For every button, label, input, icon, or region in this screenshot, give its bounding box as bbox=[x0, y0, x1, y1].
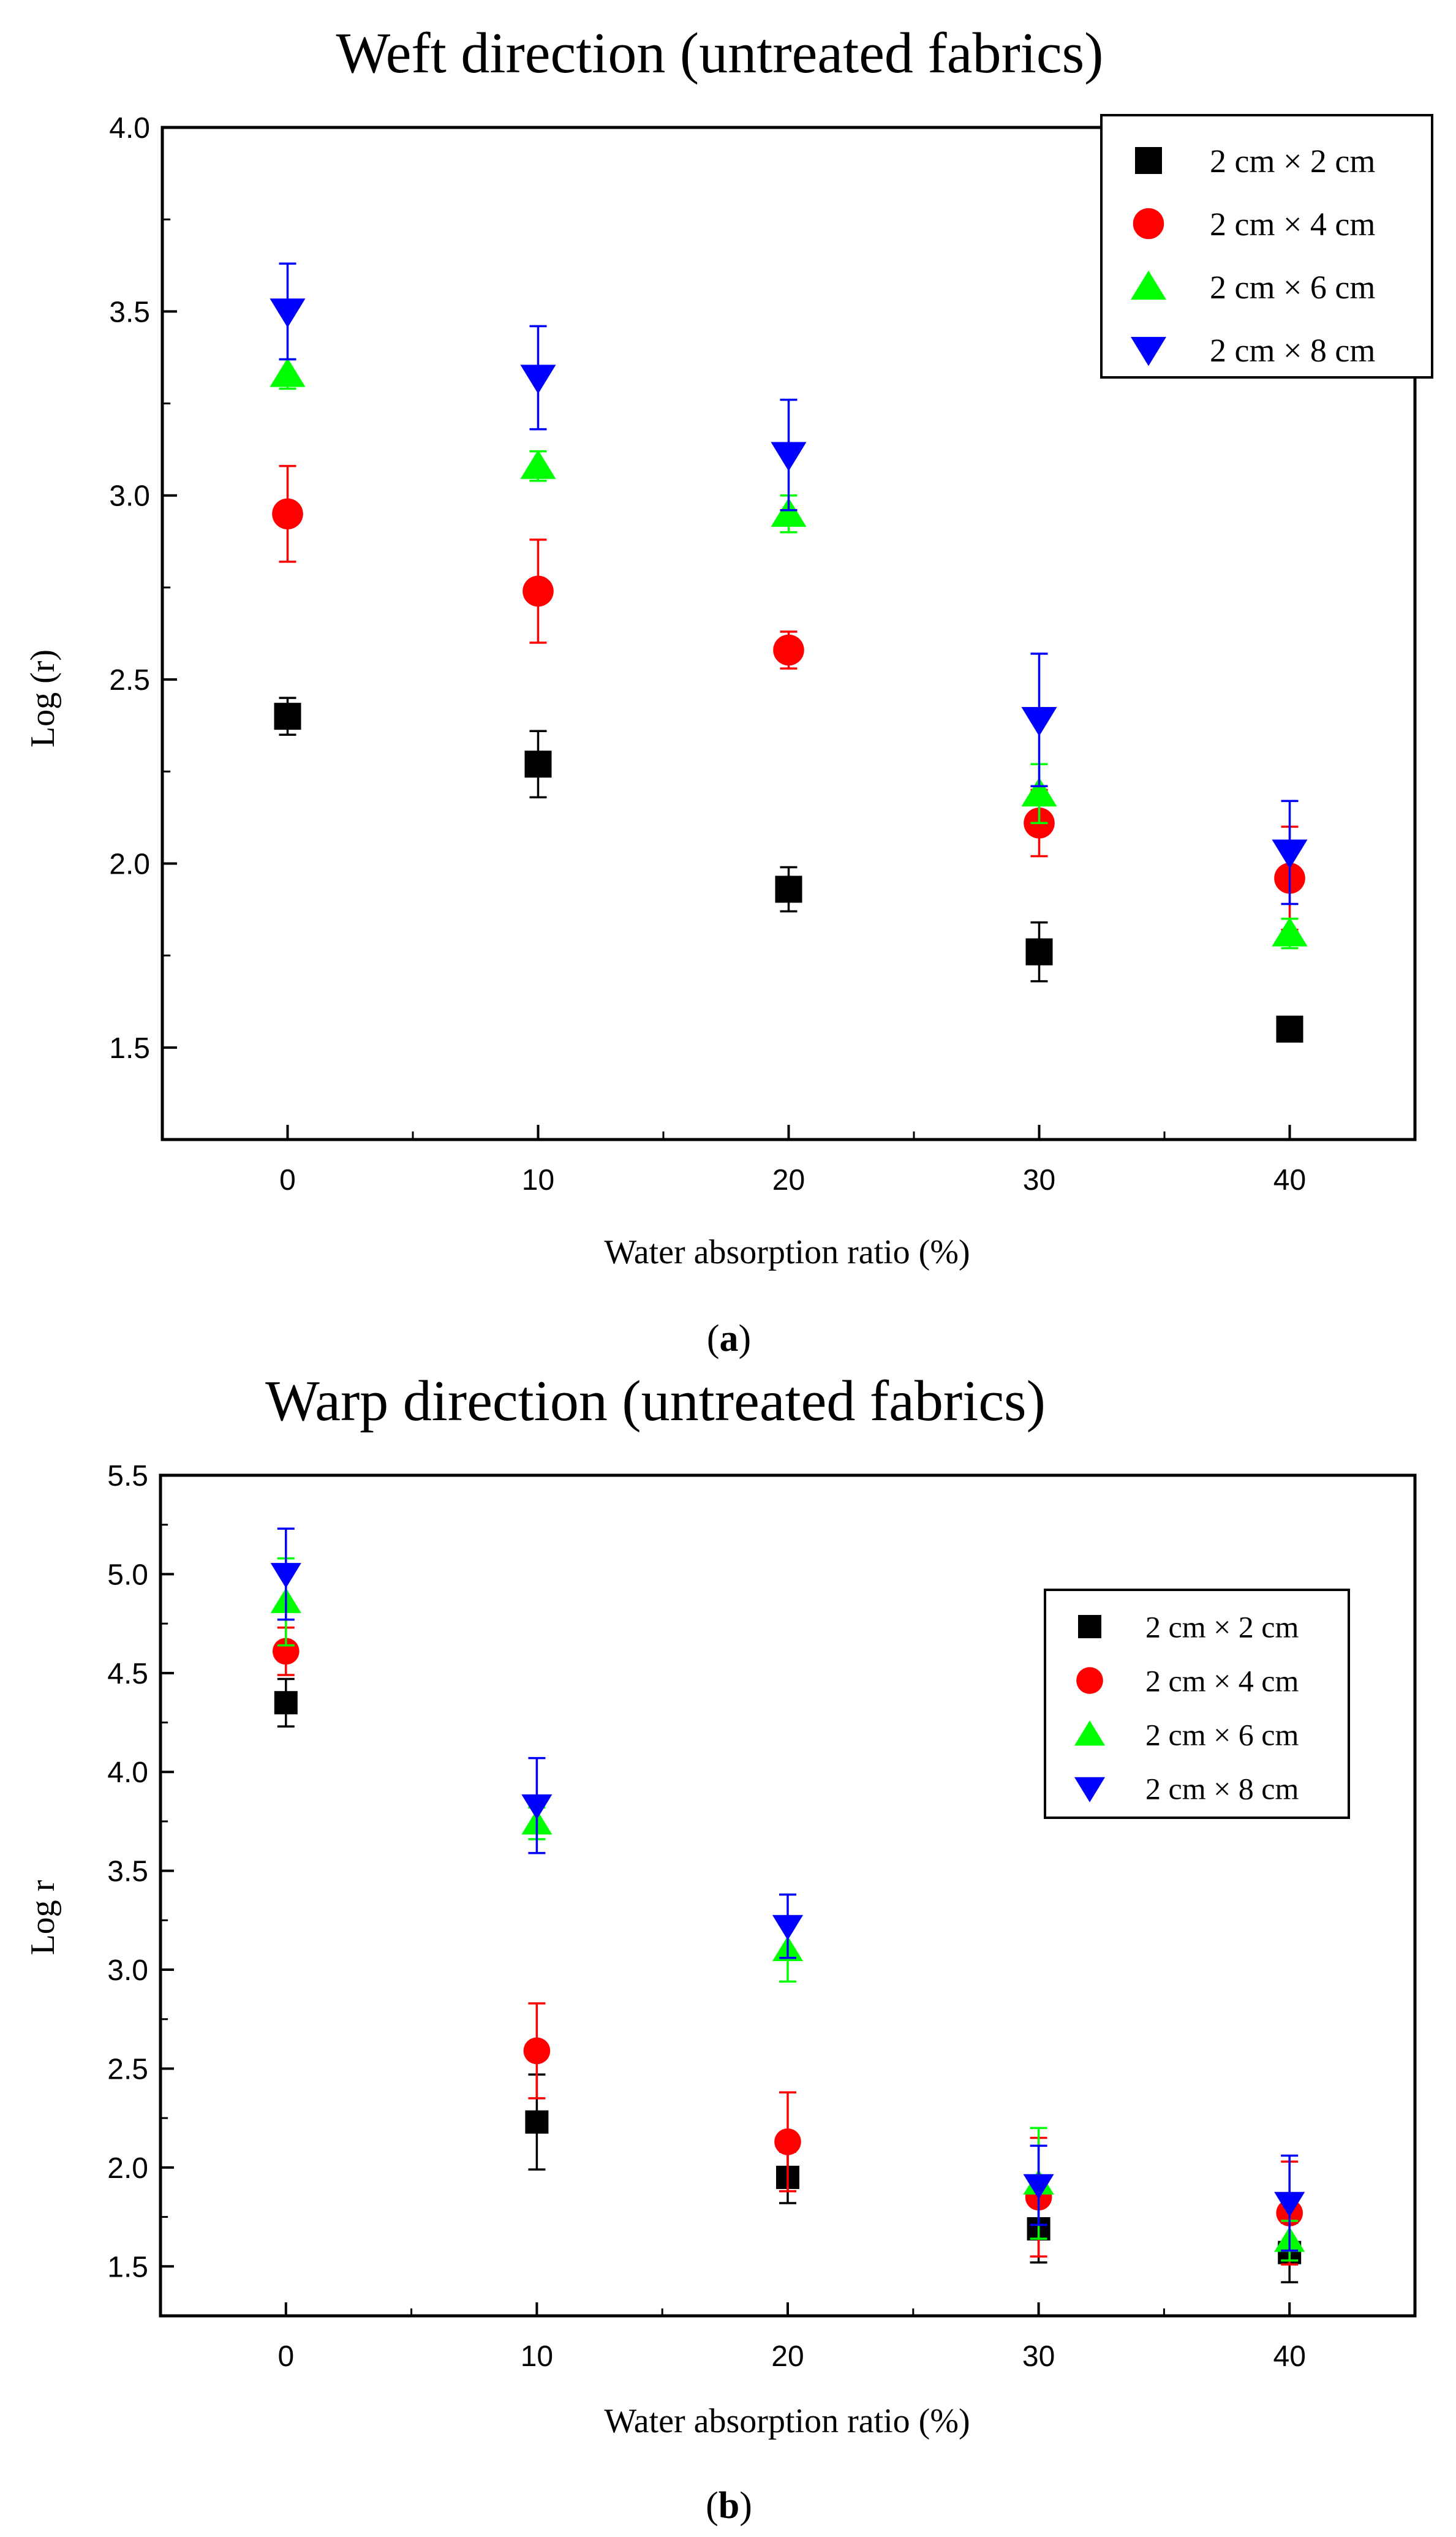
y-tick-label: 4.5 bbox=[107, 1658, 148, 1690]
y-tick-label: 1.5 bbox=[107, 2251, 148, 2283]
data-point bbox=[1023, 2174, 1054, 2199]
data-point bbox=[771, 497, 807, 527]
x-tick-label: 10 bbox=[522, 1164, 554, 1197]
data-point bbox=[1272, 839, 1308, 869]
data-point bbox=[1276, 1015, 1303, 1043]
x-tick-label: 30 bbox=[1022, 2340, 1055, 2373]
data-point bbox=[1021, 707, 1057, 736]
series-3 bbox=[270, 358, 1308, 950]
legend-label: 2 cm × 8 cm bbox=[1145, 1772, 1299, 1806]
y-tick-label: 3.5 bbox=[107, 1856, 148, 1888]
y-tick-label: 2.5 bbox=[107, 2053, 148, 2085]
legend-marker bbox=[1076, 1667, 1103, 1694]
legend-label: 2 cm × 4 cm bbox=[1210, 206, 1375, 243]
y-tick-label: 2.0 bbox=[107, 2152, 148, 2185]
chart-title: Weft direction (untreated fabrics) bbox=[336, 21, 1104, 85]
data-point bbox=[1021, 777, 1057, 807]
data-point bbox=[274, 703, 301, 730]
y-axis-label: Log (r) bbox=[24, 649, 62, 747]
data-series bbox=[270, 262, 1308, 1043]
x-tick-label: 40 bbox=[1273, 1164, 1306, 1197]
caption-close-paren: ) bbox=[739, 1318, 752, 1359]
data-point bbox=[270, 358, 306, 387]
legend-marker bbox=[1130, 336, 1167, 366]
chart-title: Warp direction (untreated fabrics) bbox=[265, 1369, 1046, 1433]
caption-open-paren: ( bbox=[706, 2485, 719, 2527]
legend-label: 2 cm × 8 cm bbox=[1210, 332, 1375, 369]
x-axis: 0 10 20 30 40 bbox=[277, 2302, 1306, 2373]
caption-open-paren: ( bbox=[707, 1318, 720, 1359]
caption-letter: a bbox=[720, 1318, 739, 1359]
chart-panel-a: Weft direction (untreated fabrics) 1.5 2.… bbox=[24, 21, 1433, 1359]
x-tick-label: 20 bbox=[771, 2340, 804, 2373]
x-axis-label: Water absorption ratio (%) bbox=[604, 1233, 970, 1271]
y-axis-label: Log r bbox=[24, 1880, 62, 1955]
data-point bbox=[522, 575, 554, 607]
x-tick-label: 20 bbox=[772, 1164, 805, 1197]
series-4 bbox=[270, 262, 1308, 906]
y-tick-label: 3.0 bbox=[107, 1954, 148, 1987]
data-point bbox=[525, 2110, 549, 2134]
legend-marker bbox=[1074, 1720, 1106, 1746]
x-tick-label: 0 bbox=[277, 2340, 294, 2373]
y-tick-label: 2.5 bbox=[109, 664, 150, 697]
legend: 2 cm × 2 cm 2 cm × 4 cm 2 cm × 6 cm 2 cm × … bbox=[1100, 114, 1433, 379]
legend-label: 2 cm × 2 cm bbox=[1210, 143, 1375, 180]
data-series bbox=[270, 1527, 1305, 2283]
data-point bbox=[524, 751, 552, 778]
legend-label: 2 cm × 6 cm bbox=[1210, 269, 1375, 306]
legend-marker bbox=[1074, 1777, 1106, 1802]
data-point bbox=[771, 442, 807, 472]
data-point bbox=[774, 2128, 801, 2155]
y-tick-label: 5.5 bbox=[107, 1460, 148, 1492]
x-tick-label: 30 bbox=[1023, 1164, 1055, 1197]
x-tick-label: 40 bbox=[1273, 2340, 1306, 2373]
panel-caption: (b) bbox=[706, 2485, 752, 2527]
series-1 bbox=[274, 697, 1303, 1043]
y-tick-label: 1.5 bbox=[109, 1032, 150, 1065]
y-tick-label: 2.0 bbox=[109, 848, 150, 880]
y-axis: 1.5 2.0 2.5 3.0 3.5 4.0 bbox=[109, 112, 177, 1065]
data-point bbox=[1274, 2191, 1305, 2217]
caption-close-paren: ) bbox=[739, 2485, 752, 2527]
data-point bbox=[523, 2037, 551, 2065]
data-point bbox=[274, 1691, 298, 1715]
data-point bbox=[520, 365, 556, 394]
chart-panel-b: Warp direction (untreated fabrics) 1.5 2.… bbox=[24, 1369, 1417, 2527]
legend: 2 cm × 2 cm 2 cm × 4 cm 2 cm × 6 cm 2 cm × … bbox=[1044, 1589, 1350, 1819]
x-axis-label: Water absorption ratio (%) bbox=[604, 2402, 970, 2440]
y-tick-label: 3.5 bbox=[109, 296, 150, 328]
data-point bbox=[775, 875, 802, 903]
caption-letter: b bbox=[719, 2485, 739, 2527]
x-axis: 0 10 20 30 40 bbox=[279, 1125, 1306, 1197]
series-4 bbox=[270, 1527, 1305, 2252]
y-tick-label: 5.0 bbox=[107, 1559, 148, 1591]
legend-marker bbox=[1130, 270, 1167, 300]
data-point bbox=[773, 634, 804, 666]
legend-marker bbox=[1135, 147, 1162, 174]
y-axis: 1.5 2.0 2.5 3.0 3.5 4.0 4.5 5.0 5.5 bbox=[107, 1460, 174, 2283]
x-tick-label: 10 bbox=[521, 2340, 553, 2373]
data-point bbox=[1272, 917, 1308, 947]
x-tick-label: 0 bbox=[279, 1164, 296, 1197]
data-point bbox=[270, 298, 306, 328]
panel-caption: (a) bbox=[707, 1318, 751, 1359]
data-point bbox=[520, 450, 556, 479]
data-point bbox=[270, 1563, 301, 1589]
y-tick-label: 4.0 bbox=[109, 112, 150, 145]
legend-label: 2 cm × 6 cm bbox=[1145, 1718, 1299, 1752]
legend-marker bbox=[1078, 1615, 1101, 1638]
series-2 bbox=[272, 464, 1305, 931]
y-tick-label: 3.0 bbox=[109, 480, 150, 513]
data-point bbox=[772, 1915, 804, 1940]
legend-label: 2 cm × 2 cm bbox=[1145, 1610, 1299, 1644]
data-point bbox=[521, 1794, 553, 1820]
legend-label: 2 cm × 4 cm bbox=[1145, 1664, 1299, 1698]
data-point bbox=[272, 498, 303, 530]
legend-marker bbox=[1133, 208, 1164, 240]
data-point bbox=[1025, 938, 1053, 966]
y-tick-label: 4.0 bbox=[107, 1756, 148, 1789]
